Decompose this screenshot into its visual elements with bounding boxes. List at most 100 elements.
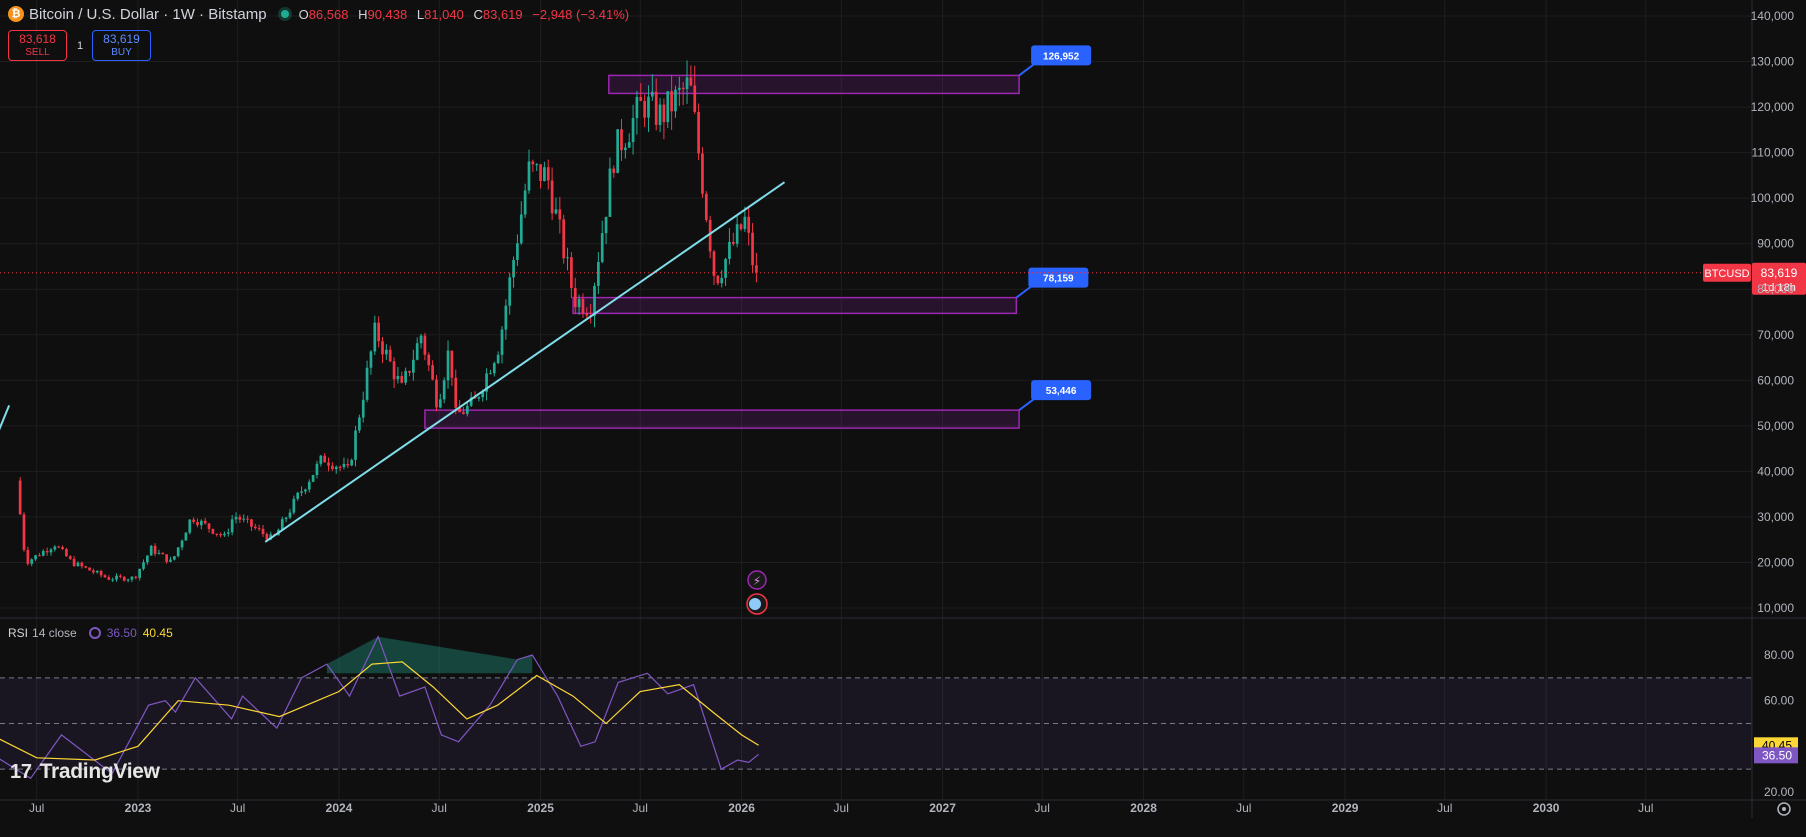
candle[interactable] <box>747 205 751 246</box>
candle[interactable] <box>435 374 438 412</box>
candle[interactable] <box>188 519 192 535</box>
candle[interactable] <box>442 377 446 404</box>
candle[interactable] <box>546 159 550 190</box>
candle[interactable] <box>84 565 88 569</box>
candle[interactable] <box>666 91 670 128</box>
candle[interactable] <box>153 543 157 557</box>
candle[interactable] <box>119 574 122 579</box>
candle[interactable] <box>693 65 697 115</box>
candle[interactable] <box>288 508 292 520</box>
candle[interactable] <box>627 133 631 149</box>
candle[interactable] <box>146 555 149 565</box>
candle[interactable] <box>512 256 515 288</box>
candle[interactable] <box>61 545 64 550</box>
candle[interactable] <box>115 573 118 582</box>
candle[interactable] <box>674 85 677 118</box>
candle[interactable] <box>616 129 619 174</box>
candle[interactable] <box>670 74 673 130</box>
candle[interactable] <box>504 299 508 340</box>
candle[interactable] <box>280 516 284 530</box>
candle[interactable] <box>708 215 712 259</box>
candle[interactable] <box>647 85 650 133</box>
support-resistance-zone[interactable] <box>572 296 1018 315</box>
buy-button[interactable]: 83,619 BUY <box>92 30 151 61</box>
candle[interactable] <box>34 554 37 561</box>
candle[interactable] <box>199 519 203 530</box>
candle[interactable] <box>685 60 689 104</box>
candle[interactable] <box>392 357 396 389</box>
candle[interactable] <box>454 369 458 415</box>
candle[interactable] <box>307 479 311 493</box>
candle[interactable] <box>157 549 161 555</box>
candle[interactable] <box>334 465 338 474</box>
candle[interactable] <box>438 393 442 409</box>
candle[interactable] <box>662 98 666 140</box>
candle[interactable] <box>149 544 153 556</box>
candle[interactable] <box>654 78 658 131</box>
candle[interactable] <box>570 251 573 299</box>
candle[interactable] <box>701 147 704 198</box>
candle[interactable] <box>612 165 616 178</box>
candle[interactable] <box>350 458 354 467</box>
candle[interactable] <box>681 81 685 106</box>
candle[interactable] <box>365 360 369 403</box>
event-markers[interactable]: ⚡ <box>746 570 768 615</box>
candle[interactable] <box>562 214 566 264</box>
rsi-legend[interactable]: RSI 14 close 36.50 40.45 <box>8 626 173 640</box>
candle[interactable] <box>223 531 226 537</box>
candle[interactable] <box>292 495 296 515</box>
candle[interactable] <box>41 549 45 557</box>
candle[interactable] <box>462 406 465 415</box>
candle[interactable] <box>211 528 215 535</box>
candle[interactable] <box>450 350 454 386</box>
candle[interactable] <box>593 282 596 328</box>
candle[interactable] <box>172 556 176 561</box>
candle[interactable] <box>369 350 373 375</box>
candle[interactable] <box>539 164 542 189</box>
candle[interactable] <box>577 294 581 315</box>
candle[interactable] <box>516 234 519 266</box>
candle[interactable] <box>45 547 49 556</box>
candle[interactable] <box>388 345 392 363</box>
candle[interactable] <box>184 532 188 541</box>
candle[interactable] <box>535 163 539 172</box>
tradingview-logo[interactable]: 17 TradingView <box>10 760 160 784</box>
zone-price-label-box[interactable] <box>1031 45 1092 66</box>
candle[interactable] <box>604 216 608 245</box>
trendline-fragment[interactable] <box>0 404 11 435</box>
candle[interactable] <box>677 76 681 106</box>
symbol-title[interactable]: Bitcoin / U.S. Dollar · 1W · Bitstamp <box>29 5 267 23</box>
candle[interactable] <box>26 546 30 566</box>
rsi-line[interactable] <box>0 635 759 780</box>
candle[interactable] <box>527 149 531 194</box>
candle[interactable] <box>415 337 419 361</box>
candle[interactable] <box>246 515 249 524</box>
candle[interactable] <box>635 90 639 135</box>
candle[interactable] <box>284 516 288 523</box>
candle[interactable] <box>134 575 138 580</box>
candle[interactable] <box>381 336 384 363</box>
sync-icon[interactable] <box>88 627 101 639</box>
candle[interactable] <box>88 567 91 571</box>
candle[interactable] <box>65 547 68 557</box>
candle[interactable] <box>257 524 261 532</box>
candle[interactable] <box>373 315 377 355</box>
candle[interactable] <box>323 452 327 463</box>
candle[interactable] <box>608 157 612 218</box>
candle[interactable] <box>361 391 365 423</box>
candle[interactable] <box>327 457 330 472</box>
candle[interactable] <box>697 103 700 161</box>
candle[interactable] <box>242 514 246 523</box>
candle[interactable] <box>72 555 76 567</box>
candle[interactable] <box>126 578 130 583</box>
support-resistance-zone[interactable] <box>424 409 1020 429</box>
candle[interactable] <box>53 545 57 552</box>
candle[interactable] <box>315 460 319 479</box>
candle[interactable] <box>728 228 731 265</box>
candle[interactable] <box>643 94 646 128</box>
candle[interactable] <box>311 474 315 483</box>
candle[interactable] <box>554 197 558 215</box>
candle[interactable] <box>597 252 600 295</box>
candle[interactable] <box>215 533 219 537</box>
